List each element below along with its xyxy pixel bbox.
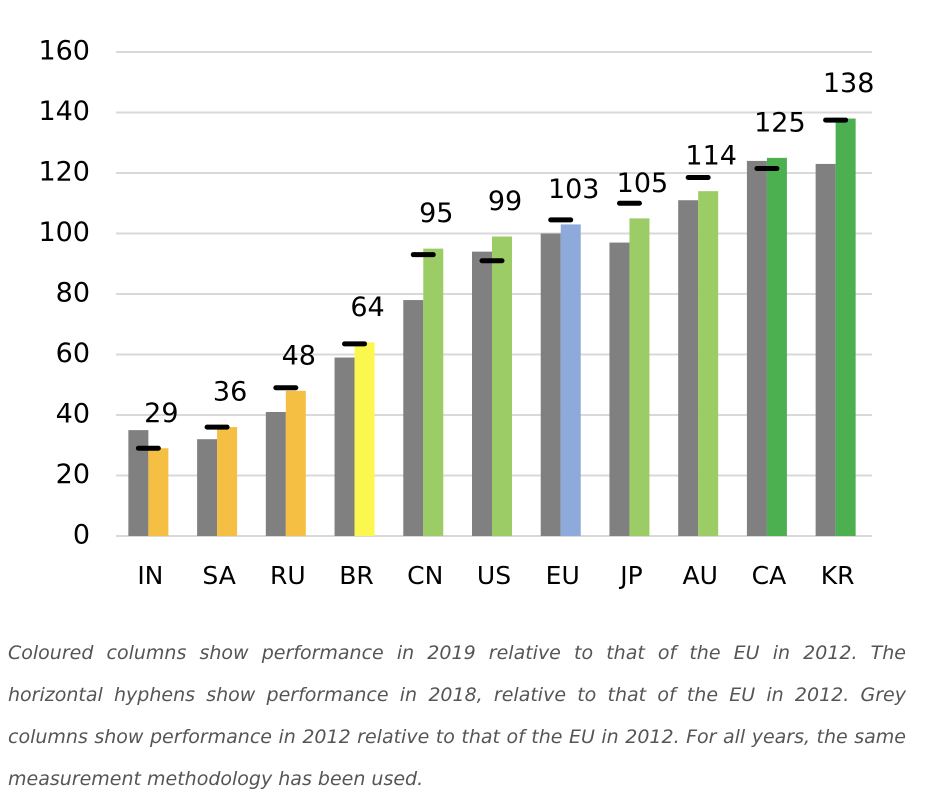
x-tick-label: IN bbox=[137, 561, 163, 590]
value-label: 105 bbox=[617, 168, 669, 199]
y-tick-label: 140 bbox=[38, 96, 90, 127]
y-tick-label: 80 bbox=[56, 278, 90, 309]
x-tick-label: US bbox=[477, 561, 511, 590]
bar bbox=[334, 357, 355, 536]
value-label: 95 bbox=[419, 198, 453, 229]
chart: 0 20 40 60 80 100 120 140 160 IN 29 SA 36 RU 48 BR 64 CN 9… bbox=[38, 36, 875, 591]
bar bbox=[609, 242, 630, 536]
bar bbox=[423, 248, 444, 536]
y-tick-label: 20 bbox=[56, 459, 90, 490]
x-tick-label: SA bbox=[202, 561, 235, 590]
bar bbox=[815, 163, 836, 537]
y-tick-label: 60 bbox=[56, 338, 90, 369]
x-tick-label: AU bbox=[682, 561, 717, 590]
value-label: 99 bbox=[488, 186, 522, 217]
x-tick-label: EU bbox=[546, 561, 580, 590]
bar bbox=[678, 200, 699, 536]
bar bbox=[217, 427, 238, 536]
bar bbox=[285, 390, 306, 536]
value-label: 125 bbox=[754, 107, 806, 138]
y-tick-label: 0 bbox=[73, 520, 90, 551]
bar bbox=[403, 300, 424, 536]
value-label: 103 bbox=[548, 174, 600, 205]
x-tick-label: CA bbox=[752, 561, 787, 590]
value-label: 29 bbox=[144, 398, 178, 429]
bar bbox=[560, 224, 581, 537]
x-tick-label: CN bbox=[407, 561, 443, 590]
bar bbox=[148, 448, 169, 536]
y-tick-label: 160 bbox=[38, 36, 90, 67]
bar bbox=[540, 233, 561, 536]
value-label: 48 bbox=[282, 340, 316, 371]
x-tick-label: JP bbox=[618, 561, 642, 590]
value-label: 114 bbox=[685, 141, 737, 172]
bar bbox=[128, 430, 149, 536]
y-tick-label: 100 bbox=[38, 217, 90, 248]
bar bbox=[472, 251, 492, 536]
bar bbox=[766, 157, 787, 536]
caption: Coloured columns show performance in 201… bbox=[8, 642, 906, 790]
bar bbox=[629, 218, 650, 536]
x-tick-label: BR bbox=[339, 561, 374, 590]
bar bbox=[265, 411, 286, 536]
x-tick-label: KR bbox=[821, 561, 855, 590]
x-tick-label: RU bbox=[270, 561, 306, 590]
value-label: 36 bbox=[213, 377, 247, 408]
bar bbox=[492, 236, 512, 536]
value-label: 64 bbox=[350, 292, 384, 323]
y-tick-label: 120 bbox=[38, 157, 90, 188]
bar bbox=[197, 439, 218, 536]
bar bbox=[835, 118, 856, 537]
value-label: 138 bbox=[823, 68, 875, 99]
bar bbox=[746, 160, 767, 536]
y-tick-label: 40 bbox=[56, 399, 90, 430]
bar bbox=[354, 342, 375, 536]
bar bbox=[698, 191, 719, 536]
